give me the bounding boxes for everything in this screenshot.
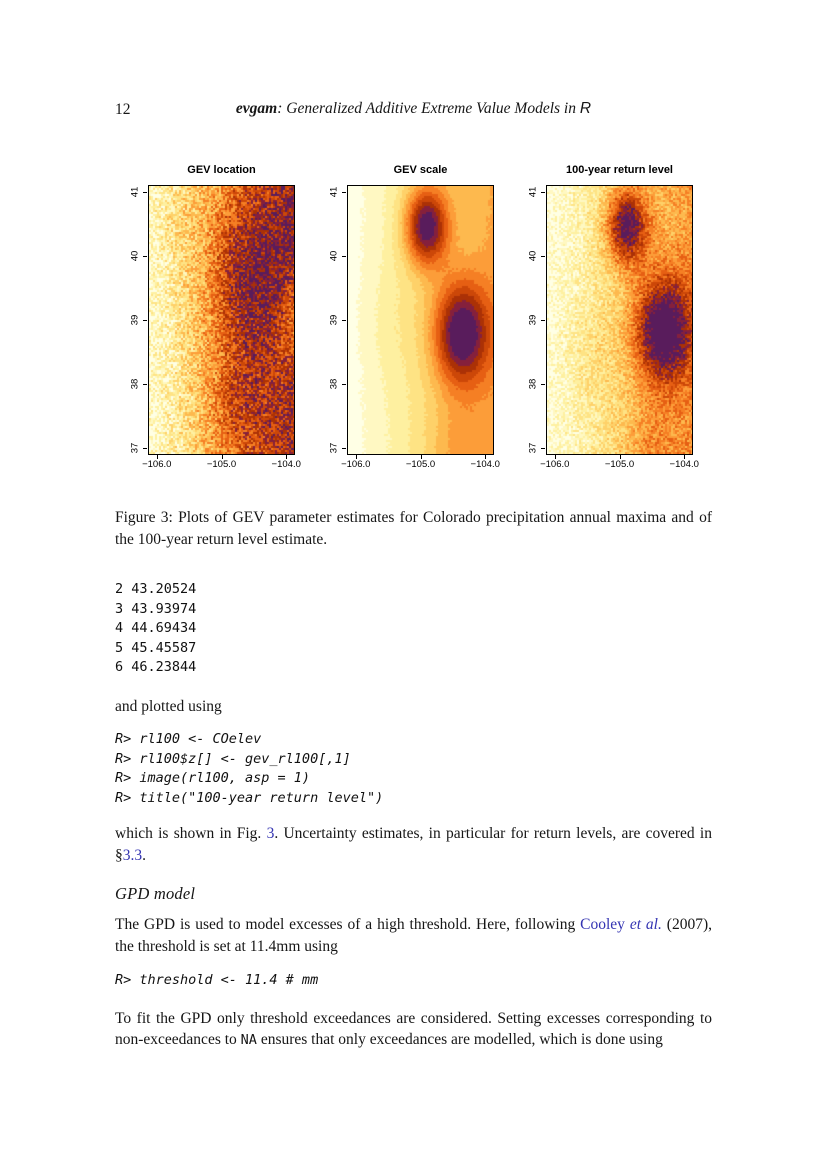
y-tick-mark [342, 383, 346, 385]
text-run: The GPD is used to model excesses of a h… [115, 916, 581, 933]
code-line: 5 45.45587 [115, 639, 197, 656]
running-title: evgam: Generalized Additive Extreme Valu… [115, 100, 712, 118]
x-tick-label: −106.0 [540, 459, 570, 470]
y-tick-label: 38 [328, 378, 340, 390]
text-run: which is shown in Fig. [115, 825, 267, 842]
y-tick-mark [143, 192, 147, 194]
y-tick-label: 37 [129, 442, 141, 453]
figure-3-plots: GEV location 37 38 39 40 41 −106.0 −105.0 −104… [130, 164, 712, 470]
y-tick-mark [342, 447, 346, 449]
r-code-block-threshold: R> threshold <- 11.4 # mm [115, 971, 712, 991]
x-tick-mark [355, 455, 357, 459]
r-output-block: 2 43.20524 3 43.93974 4 44.69434 5 45.45587… [115, 580, 712, 678]
heatmap-gev-scale: GEV scale 37 38 39 40 41 −106.0 −105.0 −104.0 [329, 164, 500, 470]
y-tick-mark [143, 320, 147, 321]
text-run: NA [240, 1032, 257, 1048]
y-tick-label: 38 [129, 378, 141, 390]
code-line: 6 46.23844 [115, 659, 197, 675]
language-name: R [579, 100, 592, 117]
x-tick-label: −104.0 [669, 459, 699, 470]
heatmap-canvas [347, 185, 494, 455]
y-tick-label: 39 [527, 314, 539, 326]
y-tick-label: 37 [527, 442, 539, 453]
x-tick-label: −105.0 [405, 459, 436, 470]
y-tick-label: 37 [328, 442, 340, 453]
x-tick-mark [619, 455, 621, 459]
x-tick-mark [420, 455, 422, 459]
heatmap-gev-location: GEV location 37 38 39 40 41 −106.0 −105.0 −104… [130, 164, 301, 470]
code-line: R> threshold <- 11.4 # mm [115, 972, 319, 988]
y-tick-mark [541, 192, 545, 194]
figure-caption: Figure 3: Plots of GEV parameter estimat… [115, 509, 712, 548]
x-tick-label: −105.0 [206, 459, 237, 470]
page-header: 12 evgam: Generalized Additive Extreme V… [115, 100, 712, 122]
y-tick-mark [342, 320, 346, 321]
y-tick-label: 39 [328, 314, 340, 326]
text-run: To fit the GPD only threshold exceedance… [115, 1009, 712, 1049]
inline-link[interactable]: Cooley [580, 916, 625, 933]
plot-area: 37 38 39 40 41 −106.0 −105.0 −104.0 [329, 185, 500, 470]
y-tick-label: 40 [129, 250, 141, 262]
y-tick-mark [541, 256, 545, 258]
y-tick-label: 38 [527, 378, 539, 390]
inline-link[interactable]: 3.3 [122, 846, 143, 864]
code-line: R> title("100-year return level") [115, 789, 384, 806]
running-title-text: : Generalized Additive Extreme Value Mod… [277, 100, 580, 117]
y-tick-mark [143, 447, 147, 449]
inline-link[interactable]: et al. [629, 916, 662, 933]
section-heading-gpd-model: GPD model [115, 884, 196, 903]
paragraph-gpd-intro: The GPD is used to model excesses of a h… [115, 914, 712, 957]
x-tick-label: −105.0 [604, 459, 635, 470]
code-line: 3 43.93974 [115, 600, 197, 617]
x-tick-mark [684, 455, 686, 459]
code-line: R> rl100 <- COelev [115, 731, 262, 747]
x-tick-mark [221, 455, 223, 459]
r-code-block-plot: R> rl100 <- COelev R> rl100$z[] <- gev_rl… [115, 730, 712, 808]
plot-area: 37 38 39 40 41 −106.0 −105.0 −104.0 [130, 185, 301, 470]
code-line: R> image(rl100, asp = 1) [115, 770, 311, 786]
x-tick-mark [485, 455, 487, 459]
plot-title: GEV location [187, 164, 256, 176]
y-tick-mark [143, 256, 147, 258]
page-number: 12 [115, 101, 131, 118]
y-tick-label: 41 [527, 187, 539, 198]
inline-link[interactable]: 3 [266, 825, 275, 842]
text-run: ensures that only exceedances are modell… [256, 1031, 663, 1048]
y-tick-mark [143, 383, 147, 385]
paragraph-fit-gpd: To fit the GPD only threshold exceedance… [115, 1008, 712, 1052]
y-tick-mark [541, 383, 545, 385]
x-tick-label: −104.0 [271, 459, 301, 470]
paragraph-figure-reference: which is shown in Fig. 3. Uncertainty es… [115, 823, 712, 866]
x-tick-mark [286, 455, 288, 459]
x-tick-label: −104.0 [470, 459, 500, 470]
plot-title: 100-year return level [565, 164, 673, 176]
heatmap-canvas [546, 185, 693, 455]
code-line: R> rl100$z[] <- gev_rl100[,1] [115, 750, 351, 767]
text-run: . [142, 846, 146, 864]
text-run: . Uncertainty estimates, in particular f… [115, 825, 712, 864]
y-tick-mark [342, 256, 346, 258]
x-tick-label: −106.0 [142, 459, 172, 470]
y-tick-label: 41 [328, 187, 340, 198]
heatmap-return-level: 100-year return level 37 38 39 40 41 −106.0 −… [528, 164, 699, 470]
y-tick-label: 40 [328, 250, 340, 262]
y-tick-mark [342, 192, 346, 194]
y-tick-label: 40 [527, 250, 539, 262]
x-tick-mark [156, 455, 158, 459]
x-tick-label: −106.0 [341, 459, 371, 470]
package-name: evgam [235, 100, 278, 117]
y-tick-label: 39 [129, 314, 141, 326]
code-line: 4 44.69434 [115, 620, 197, 636]
heatmap-canvas [148, 185, 295, 455]
plot-area: 37 38 39 40 41 −106.0 −105.0 −104.0 [528, 185, 699, 470]
code-line: 2 43.20524 [115, 581, 197, 597]
text-run: (2007), the threshold is set at 11.4mm u… [115, 916, 712, 955]
x-tick-mark [554, 455, 556, 459]
y-tick-mark [541, 447, 545, 449]
paragraph-plotted-using: and plotted using [115, 697, 222, 715]
y-tick-mark [541, 320, 545, 321]
y-tick-label: 41 [129, 187, 141, 198]
plot-title: GEV scale [393, 164, 448, 176]
